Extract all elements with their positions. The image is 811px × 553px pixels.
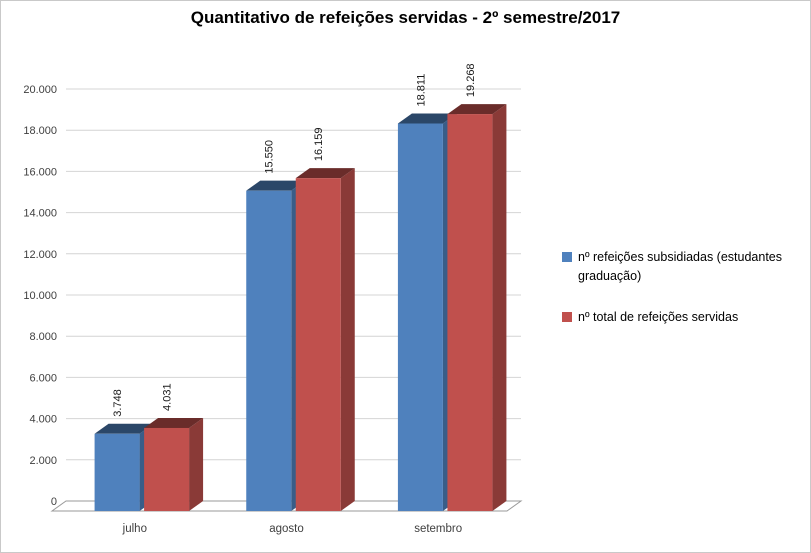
y-axis-tick-label: 8.000 [29, 331, 57, 343]
bar-data-label: 16.159 [313, 127, 325, 161]
y-axis-tick-label: 6.000 [29, 372, 57, 384]
y-axis-tick-label: 20.000 [23, 84, 57, 96]
bar-data-label: 18.811 [415, 74, 427, 107]
bar-data-label: 19.268 [465, 63, 477, 97]
bar [144, 427, 190, 511]
x-axis-category-label: agosto [269, 523, 304, 535]
y-axis-tick-label: 0 [51, 496, 57, 508]
y-axis-tick-label: 2.000 [29, 455, 57, 467]
bar [94, 433, 140, 511]
y-axis-tick-label: 4.000 [29, 414, 57, 426]
bar [246, 190, 292, 512]
y-axis-tick-label: 16.000 [23, 166, 57, 178]
bar [447, 114, 493, 512]
bar-data-label: 3.748 [112, 389, 124, 417]
bar-top-face [447, 104, 507, 115]
legend-swatch-blue [562, 252, 572, 262]
legend-swatch-red [562, 311, 572, 322]
bar-side-face [492, 104, 507, 512]
y-axis-tick-label: 14.000 [23, 208, 57, 220]
bar-top-face [397, 113, 457, 124]
bar-side-face [189, 417, 204, 511]
bar-top-face [246, 180, 306, 191]
chart-title: Quantitativo de refeições servidas - 2º … [190, 8, 621, 27]
x-axis-category-label: julho [122, 523, 147, 535]
y-axis-tick-label: 12.000 [23, 249, 57, 261]
y-axis-tick-label: 10.000 [23, 290, 57, 302]
legend-entry-total: nº total de refeições servidas [562, 308, 808, 327]
bar [295, 178, 341, 511]
x-axis-category-label: setembro [414, 523, 462, 535]
legend: nº refeições subsidiadas (estudantes gra… [562, 248, 808, 326]
legend-label-subsidized: nº refeições subsidiadas (estudantes gra… [578, 250, 782, 283]
bar-side-face [340, 168, 355, 511]
y-axis-tick-label: 18.000 [23, 125, 57, 137]
legend-label-total: nº total de refeições servidas [578, 309, 739, 324]
legend-entry-subsidized: nº refeições subsidiadas (estudantes gra… [562, 248, 808, 286]
bar-top-face [295, 168, 355, 179]
bar-top-face [144, 417, 204, 428]
bar-top-face [94, 423, 154, 434]
bar [397, 123, 443, 511]
bar-data-label: 4.031 [162, 383, 174, 411]
bar-data-label: 15.550 [264, 140, 276, 174]
